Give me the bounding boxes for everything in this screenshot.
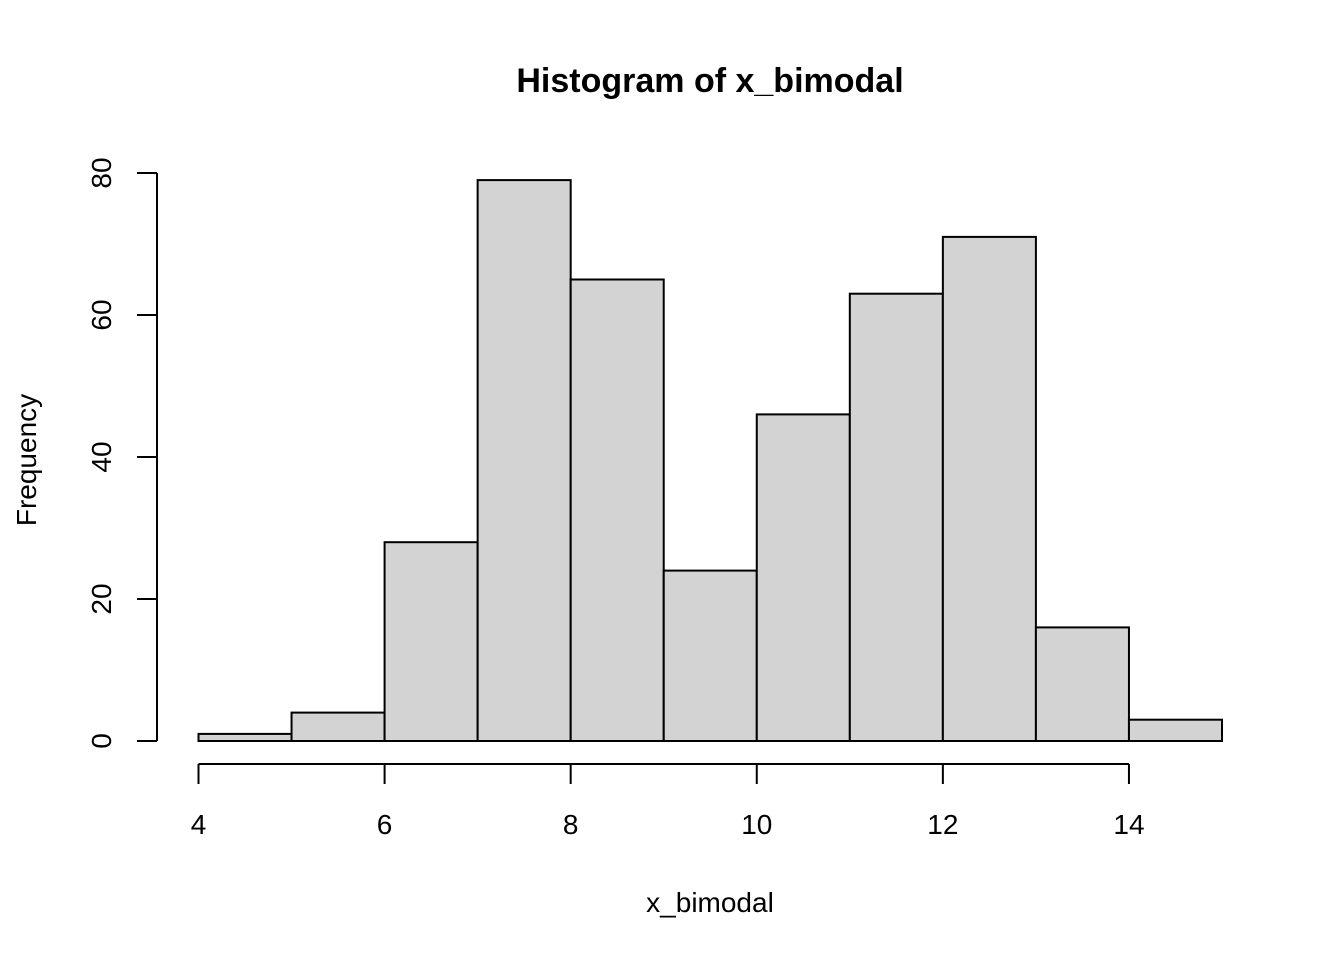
chart-title: Histogram of x_bimodal — [516, 62, 903, 100]
x-tick-label: 14 — [1113, 809, 1144, 840]
histogram-bar — [197, 732, 293, 743]
histogram-bar — [941, 235, 1037, 742]
x-axis-label: x_bimodal — [646, 887, 774, 918]
histogram-bars — [197, 179, 1224, 743]
histogram-bar — [569, 278, 665, 742]
y-axis-label: Frequency — [11, 394, 42, 526]
histogram-bar — [290, 711, 386, 742]
x-tick-label: 4 — [191, 809, 207, 840]
y-tick-label: 20 — [86, 583, 117, 614]
histogram-bar — [848, 292, 944, 742]
x-tick-label: 12 — [927, 809, 958, 840]
histogram-bar — [662, 569, 758, 742]
y-tick-label: 60 — [86, 299, 117, 330]
x-tick-label: 10 — [741, 809, 772, 840]
histogram-bar — [755, 413, 851, 742]
y-tick-label: 0 — [86, 733, 117, 749]
y-tick-label: 40 — [86, 441, 117, 472]
histogram-bar — [383, 541, 479, 743]
x-tick-label: 6 — [377, 809, 393, 840]
y-axis: 0 20 40 60 80 — [86, 157, 158, 749]
histogram-bar — [1034, 626, 1130, 743]
histogram-bar — [1127, 718, 1224, 743]
histogram-bar — [476, 179, 572, 743]
y-tick-label: 80 — [86, 157, 117, 188]
x-tick-label: 8 — [563, 809, 579, 840]
x-axis: 4 6 8 10 12 14 — [191, 763, 1145, 840]
